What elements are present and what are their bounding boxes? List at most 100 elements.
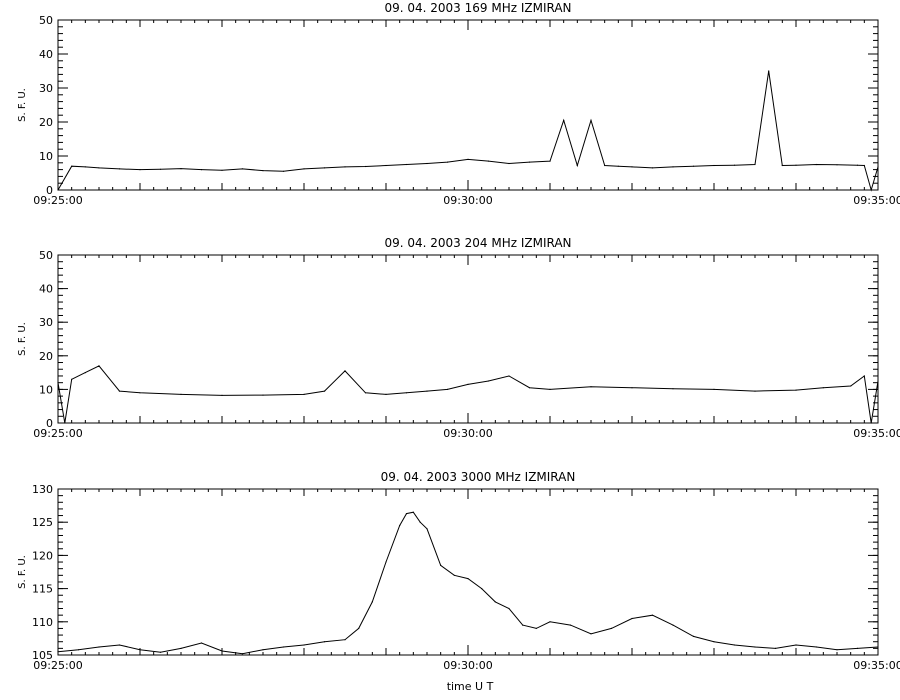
data-point <box>549 160 551 162</box>
chart-title: 09. 04. 2003 204 MHz IZMIRAN <box>384 236 571 250</box>
data-point <box>262 394 264 396</box>
data-point <box>405 163 408 166</box>
data-point <box>139 169 141 171</box>
data-point <box>221 650 223 652</box>
data-point <box>549 621 551 623</box>
data-point <box>98 167 100 169</box>
data-point <box>713 164 715 167</box>
data-point <box>364 392 367 394</box>
series-line <box>57 511 879 655</box>
data-point <box>863 164 865 167</box>
data-point <box>303 168 305 170</box>
data-point <box>733 644 736 646</box>
data-point <box>795 389 797 391</box>
data-point <box>419 521 421 523</box>
data-point <box>528 161 531 163</box>
time-axis-label: time U T <box>447 680 494 693</box>
data-point <box>118 390 121 392</box>
data-point <box>877 646 879 648</box>
data-point <box>77 649 80 651</box>
chart-panels: 09. 04. 2003 169 MHz IZMIRAN S. F. U. 0 10 2… <box>17 1 900 672</box>
x-tick-label: 09:35:00 <box>853 194 900 207</box>
data-point <box>781 164 783 167</box>
data-point <box>323 167 326 169</box>
data-point <box>836 649 838 651</box>
data-point <box>323 641 326 643</box>
data-point <box>856 164 859 166</box>
data-point <box>590 633 592 635</box>
data-point <box>426 162 428 165</box>
data-point <box>856 647 859 650</box>
data-point <box>200 642 203 644</box>
data-point <box>371 601 373 603</box>
y-tick-label: 110 <box>32 616 53 629</box>
data-point <box>57 651 59 653</box>
data-point <box>200 169 203 171</box>
data-point <box>180 168 182 170</box>
data-point <box>754 646 756 648</box>
data-point <box>303 393 305 395</box>
data-point <box>98 365 100 367</box>
data-point <box>651 614 654 616</box>
data-point <box>344 166 346 168</box>
data-point <box>118 168 121 170</box>
data-point <box>118 644 121 646</box>
data-point <box>494 601 496 603</box>
x-tick-label: 09:35:00 <box>853 659 900 672</box>
data-point <box>139 649 141 651</box>
y-tick-label: 10 <box>39 150 53 163</box>
data-point <box>426 528 428 530</box>
data-point <box>713 388 715 390</box>
y-tick-label: 105 <box>32 649 53 662</box>
data-point <box>481 588 483 590</box>
data-point <box>71 378 73 380</box>
x-tick-label: 09:25:00 <box>33 194 82 207</box>
data-point <box>672 166 674 168</box>
data-point <box>487 380 490 382</box>
data-point <box>440 564 442 567</box>
data-point <box>672 624 674 626</box>
x-tick-label: 09:30:00 <box>443 427 492 440</box>
data-point <box>877 166 879 168</box>
data-point <box>877 380 879 382</box>
data-point <box>815 646 818 648</box>
data-point <box>426 390 428 392</box>
data-point <box>399 524 401 527</box>
data-point <box>692 635 695 638</box>
y-tick-label: 20 <box>39 116 53 129</box>
data-point <box>385 561 387 563</box>
data-point <box>303 644 305 646</box>
data-point <box>446 388 449 390</box>
data-point <box>467 578 469 580</box>
chart-panel-3: 09. 04. 2003 3000 MHz IZMIRAN S. F. U. 105… <box>17 470 900 672</box>
chart-panel-1: 09. 04. 2003 169 MHz IZMIRAN S. F. U. 0 10 2… <box>17 1 900 207</box>
data-point <box>385 164 387 167</box>
x-tick-label: 09:25:00 <box>33 659 82 672</box>
data-point <box>84 166 86 168</box>
data-point <box>672 388 674 390</box>
data-point <box>569 624 572 626</box>
data-point <box>487 160 490 162</box>
data-point <box>358 627 360 630</box>
data-point <box>836 164 838 166</box>
y-tick-label: 40 <box>39 48 53 61</box>
y-axis-label: S. F. U. <box>17 322 28 356</box>
data-point <box>405 392 408 394</box>
data-point <box>754 390 756 392</box>
data-point <box>98 646 100 648</box>
data-point <box>651 167 654 169</box>
data-point <box>768 70 770 72</box>
data-point <box>535 627 537 630</box>
data-point <box>57 382 59 384</box>
data-point <box>631 617 633 620</box>
data-point <box>754 163 756 166</box>
y-tick-label: 115 <box>32 583 53 596</box>
chart-title: 09. 04. 2003 3000 MHz IZMIRAN <box>381 470 576 484</box>
data-point <box>241 168 244 170</box>
data-point <box>453 574 455 576</box>
y-tick-label: 10 <box>39 383 53 396</box>
data-point <box>617 165 619 167</box>
data-point <box>323 390 326 392</box>
